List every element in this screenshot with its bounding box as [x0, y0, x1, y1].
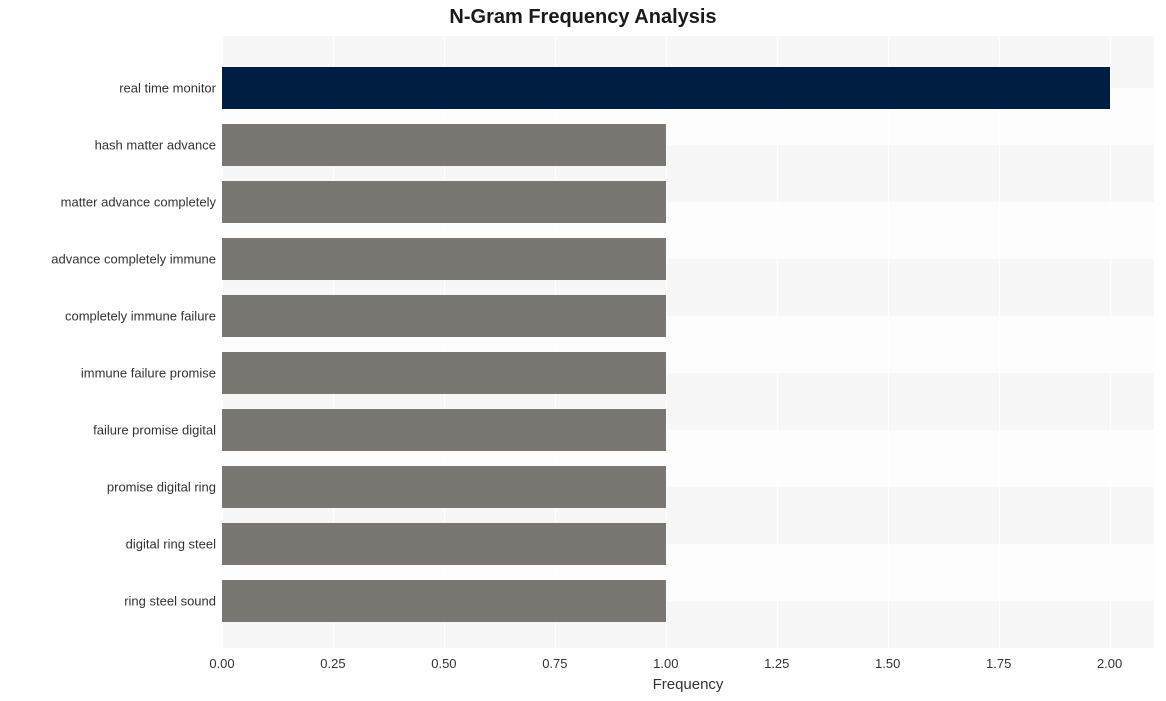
y-category-label: hash matter advance: [95, 138, 216, 153]
bar: [222, 295, 666, 337]
gridline: [666, 36, 667, 648]
bar: [222, 238, 666, 280]
y-category-label: matter advance completely: [61, 195, 216, 210]
gridline: [888, 36, 889, 648]
bar: [222, 409, 666, 451]
y-category-label: real time monitor: [119, 81, 216, 96]
y-category-label: completely immune failure: [65, 309, 216, 324]
x-tick-label: 1.00: [653, 656, 678, 671]
bar: [222, 124, 666, 166]
plot-area: Frequency real time monitorhash matter a…: [222, 36, 1154, 648]
gridline: [777, 36, 778, 648]
bar: [222, 580, 666, 622]
ngram-frequency-chart: N-Gram Frequency Analysis Frequency real…: [0, 0, 1166, 701]
bar: [222, 67, 1110, 109]
x-tick-label: 0.00: [209, 656, 234, 671]
x-tick-label: 0.75: [542, 656, 567, 671]
bar: [222, 523, 666, 565]
bar: [222, 181, 666, 223]
y-category-label: digital ring steel: [126, 537, 216, 552]
x-tick-label: 2.00: [1097, 656, 1122, 671]
x-tick-label: 1.75: [986, 656, 1011, 671]
y-category-label: promise digital ring: [107, 480, 216, 495]
x-tick-label: 0.25: [320, 656, 345, 671]
y-category-label: advance completely immune: [51, 252, 216, 267]
gridline: [999, 36, 1000, 648]
x-axis-title: Frequency: [653, 676, 724, 693]
y-category-label: failure promise digital: [93, 423, 216, 438]
gridline: [1110, 36, 1111, 648]
x-tick-label: 1.25: [764, 656, 789, 671]
bar: [222, 466, 666, 508]
y-category-label: immune failure promise: [81, 366, 216, 381]
chart-title: N-Gram Frequency Analysis: [10, 6, 1156, 29]
bar: [222, 352, 666, 394]
x-tick-label: 1.50: [875, 656, 900, 671]
x-tick-label: 0.50: [431, 656, 456, 671]
y-category-label: ring steel sound: [124, 594, 216, 609]
